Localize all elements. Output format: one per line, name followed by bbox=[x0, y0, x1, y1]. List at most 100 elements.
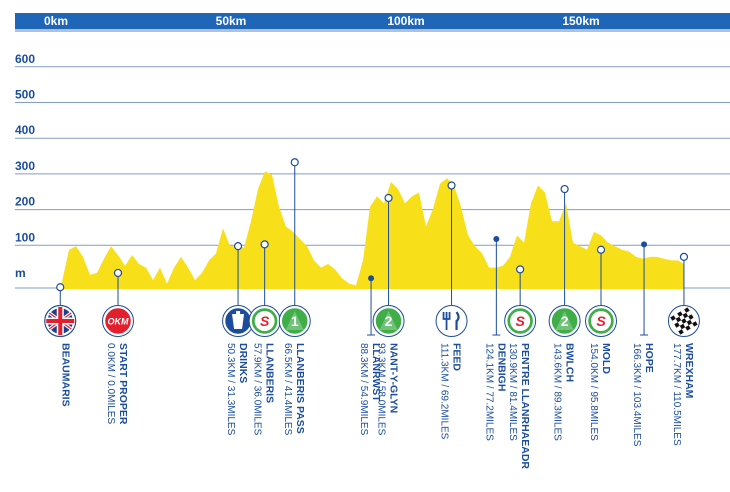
point-name: START PROPER bbox=[117, 343, 129, 425]
point-name: WREXHAM bbox=[683, 343, 695, 399]
route-point: S MOLD154.0KM / 95.8MILES bbox=[585, 245, 617, 441]
point-label: FEED111.3KM / 69.2MILES bbox=[439, 343, 463, 440]
point-dot bbox=[560, 184, 569, 194]
point-name: PENTRE LLANRHAEADR bbox=[519, 343, 531, 469]
checker-square bbox=[692, 321, 698, 327]
point-dot bbox=[596, 245, 606, 254]
sprint-icon: S bbox=[504, 305, 537, 337]
point-distance: 50.3KM / 31.3MILES bbox=[225, 343, 236, 436]
point-name: BWLCH bbox=[564, 343, 576, 382]
point-dot bbox=[368, 275, 375, 282]
x-tick-label: 100km bbox=[387, 14, 424, 28]
point-dot bbox=[290, 158, 299, 167]
climb-cat2-icon: 2 bbox=[548, 305, 581, 337]
point-label: WREXHAM177.7KM / 110.5MILES bbox=[671, 343, 695, 446]
point-name: MOLD bbox=[600, 343, 612, 374]
point-label: BWLCH143.6KM / 89.3MILES bbox=[552, 343, 576, 441]
point-dot bbox=[493, 236, 500, 243]
route-point: WREXHAM177.7KM / 110.5MILES bbox=[667, 252, 700, 446]
route-point: DRINKS50.3KM / 31.3MILES bbox=[222, 242, 255, 436]
point-name: LLANBERIS PASS bbox=[294, 343, 306, 434]
point-label: DENBIGH124.1KM / 77.2MILES bbox=[484, 343, 508, 441]
icon-ring bbox=[548, 305, 581, 337]
point-dot bbox=[384, 193, 393, 203]
icon-ring bbox=[504, 305, 537, 337]
point-dot bbox=[516, 265, 525, 274]
header-label-band bbox=[15, 1, 730, 13]
point-name: NANT-Y-GLYN bbox=[388, 343, 400, 413]
x-tick-label: 150km bbox=[562, 14, 599, 28]
icon-ring bbox=[102, 305, 134, 337]
point-name: DENBIGH bbox=[496, 343, 508, 391]
badge-text: S bbox=[515, 313, 525, 329]
point-distance: 88.3KM / 54.9MILES bbox=[358, 343, 369, 436]
checker-square bbox=[674, 322, 680, 328]
distance-header: 0km 50km 100km 150km bbox=[15, 1, 730, 32]
point-label: LLANRWST88.3KM / 54.9MILES bbox=[358, 343, 382, 436]
point-distance: 66.5KM / 41.4MILES bbox=[282, 343, 293, 436]
elevation-axis: 100 200 300 400 500 600 m bbox=[15, 52, 35, 280]
point-distance: 154.0KM / 95.8MILES bbox=[588, 343, 599, 441]
mountain-shape bbox=[555, 311, 574, 330]
point-dot bbox=[641, 241, 648, 248]
route-point: BEAUMARIS bbox=[44, 283, 77, 407]
route-point: HOPE166.3KM / 103.4MILES bbox=[631, 241, 655, 447]
sprint-inner bbox=[254, 311, 275, 331]
y-axis-unit: m bbox=[15, 266, 26, 280]
elevation-area bbox=[62, 171, 684, 289]
header-shadow bbox=[15, 29, 730, 32]
point-label: MOLD154.0KM / 95.8MILES bbox=[588, 343, 612, 441]
point-distance: 111.3KM / 69.2MILES bbox=[439, 343, 450, 440]
profile-area bbox=[62, 171, 684, 289]
checker-square bbox=[679, 323, 686, 330]
point-label: LLANBERIS PASS66.5KM / 41.4MILES bbox=[282, 343, 306, 436]
knife-shape bbox=[455, 311, 460, 330]
finish-flag-icon bbox=[667, 305, 700, 337]
point-label: DRINKS50.3KM / 31.3MILES bbox=[225, 343, 249, 436]
bottle-cap bbox=[236, 311, 241, 314]
point-name: LLANRWST bbox=[370, 343, 382, 402]
icon-ring bbox=[372, 305, 405, 337]
icon-ring bbox=[667, 305, 700, 337]
point-dot bbox=[233, 242, 243, 251]
point-dot bbox=[447, 181, 456, 190]
point-dot bbox=[113, 268, 123, 278]
point-dot bbox=[56, 283, 65, 292]
point-label: START PROPER0.0KM / 0.0MILES bbox=[105, 343, 129, 425]
point-name: BEAUMARIS bbox=[59, 343, 71, 407]
checker-square bbox=[682, 312, 689, 319]
badge-text: OKM bbox=[108, 317, 130, 327]
header-bar bbox=[15, 13, 730, 29]
route-point: 1 LLANBERIS PASS66.5KM / 41.4MILES bbox=[278, 158, 311, 436]
point-distance: 177.7KM / 110.5MILES bbox=[671, 343, 682, 446]
y-tick-label: 600 bbox=[15, 52, 35, 66]
icon-ring bbox=[435, 305, 468, 337]
checker-square bbox=[686, 319, 693, 326]
point-distance: 143.6KM / 89.3MILES bbox=[552, 343, 563, 441]
point-label: BEAUMARIS bbox=[59, 343, 71, 407]
union-jack-icon bbox=[44, 305, 77, 337]
point-distance: 130.9KM / 81.4MILES bbox=[508, 343, 519, 441]
y-tick-label: 200 bbox=[15, 195, 35, 209]
icon-ring bbox=[278, 305, 311, 337]
icon-ring bbox=[585, 305, 617, 337]
route-point: LLANRWST88.3KM / 54.9MILES bbox=[358, 275, 382, 436]
checker-square bbox=[684, 307, 690, 313]
route-point: S LLANBERIS57.9KM / 36.0MILES bbox=[248, 240, 281, 436]
icon-disc bbox=[436, 305, 467, 337]
route-point: S PENTRE LLANRHAEADR130.9KM / 81.4MILES bbox=[504, 265, 537, 469]
sprint-inner bbox=[510, 311, 531, 331]
badge-text: 2 bbox=[561, 313, 569, 329]
point-distance: 0.0KM / 0.0MILES bbox=[105, 343, 116, 424]
point-name: FEED bbox=[451, 343, 463, 371]
point-dot bbox=[679, 252, 689, 261]
fork-shape bbox=[442, 312, 451, 330]
route-point: 2 NANT-Y-GLYN93.3KM / 58.0MILES bbox=[372, 193, 405, 436]
route-point: FEED111.3KM / 69.2MILES bbox=[435, 181, 468, 440]
point-name: DRINKS bbox=[237, 343, 249, 383]
x-tick-label: 50km bbox=[216, 14, 247, 28]
checker-square bbox=[675, 316, 682, 323]
route-point: OKM START PROPER0.0KM / 0.0MILES bbox=[102, 268, 134, 425]
feed-icon bbox=[435, 305, 468, 337]
